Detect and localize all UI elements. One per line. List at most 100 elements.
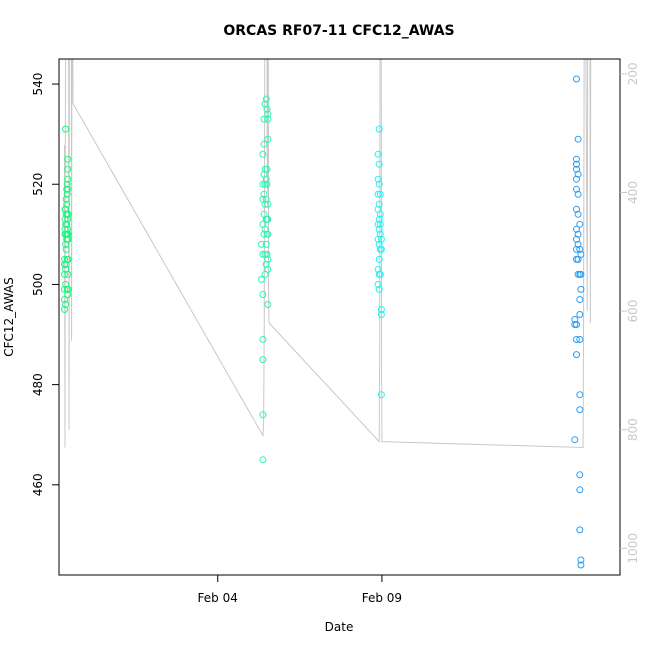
y-axis-right: 200 400 600 800 1000 [620,62,640,564]
data-point [376,210,384,218]
data-point [374,150,382,158]
data-point [64,270,72,278]
data-point [259,291,267,298]
data-point [576,391,584,399]
data-point [64,235,72,243]
y-left-tick-label: 500 [31,273,45,296]
data-point [259,456,267,464]
data-point [64,215,72,223]
data-point [262,195,270,203]
data-point [259,411,267,419]
y-left-tick-label: 540 [31,73,45,96]
data-point [376,270,384,278]
x-axis: Feb 04 Feb 09 [198,575,402,605]
data-point [64,255,72,263]
data-point [258,240,265,248]
data-point [576,406,584,414]
data-points-layer [61,75,585,569]
chart-title: ORCAS RF07-11 CFC12_AWAS [223,23,454,39]
data-point [62,125,70,133]
data-point [61,306,68,313]
data-point [264,265,272,273]
data-point [573,225,580,233]
y-right-tick-label: 1000 [626,533,640,564]
data-point [374,280,382,288]
data-point [64,285,72,293]
data-point [64,225,72,233]
data-point [262,175,270,183]
y-right-tick-label: 200 [626,62,640,85]
data-point [263,165,271,173]
data-point [374,220,382,228]
data-point [375,180,383,188]
data-point [375,160,383,168]
trajectory-line-layer [64,59,592,449]
plot-frame [58,58,621,576]
data-point [264,200,272,208]
data-point [573,245,580,253]
y-axis-label: CFC12_AWAS [2,277,16,357]
data-point [573,185,580,193]
data-point [61,255,68,263]
data-point [264,255,272,263]
data-point [573,321,580,328]
data-point [264,115,272,123]
data-point [264,301,272,308]
data-point [576,296,584,303]
data-point [374,190,382,198]
data-point [258,275,265,283]
data-point [259,250,267,258]
x-axis-label: Date [325,620,354,634]
data-point [62,245,70,253]
data-point [375,255,383,263]
data-point [574,135,582,143]
data-point [262,240,270,248]
data-point [262,260,270,268]
data-point [573,75,580,83]
data-point [260,230,268,238]
data-point [259,336,267,343]
data-point [62,195,70,203]
data-point [376,220,384,228]
data-point [576,526,584,534]
data-point [577,270,585,278]
data-point [574,240,582,248]
data-point [375,125,383,133]
data-point [61,270,68,278]
plot-area [61,59,592,569]
data-point [375,200,383,208]
data-point [63,200,71,208]
data-point [263,180,271,188]
data-point [573,336,580,343]
data-point [260,115,268,123]
data-point [264,230,272,238]
series-4 [571,75,585,569]
data-point [577,250,585,258]
series-1 [61,125,72,313]
data-point [375,285,383,293]
data-point [377,391,385,399]
data-point [64,291,72,298]
data-point [577,561,585,569]
data-point [259,180,267,188]
data-point [576,486,584,494]
series-2 [258,95,272,464]
y-axis-left: 460 480 500 520 540 [31,73,59,496]
data-point [571,436,579,444]
data-point [61,296,68,303]
data-point [573,160,580,168]
data-point [261,165,269,173]
data-point [377,245,385,253]
data-point [260,140,268,148]
data-point [63,190,71,198]
y-left-tick-label: 520 [31,173,45,196]
data-point [64,230,72,238]
y-left-tick-label: 480 [31,373,45,396]
data-point [574,230,582,238]
data-point [264,110,272,118]
data-point [576,336,584,343]
data-point [262,95,270,103]
data-point [64,155,72,163]
x-tick-label: Feb 04 [198,591,238,605]
